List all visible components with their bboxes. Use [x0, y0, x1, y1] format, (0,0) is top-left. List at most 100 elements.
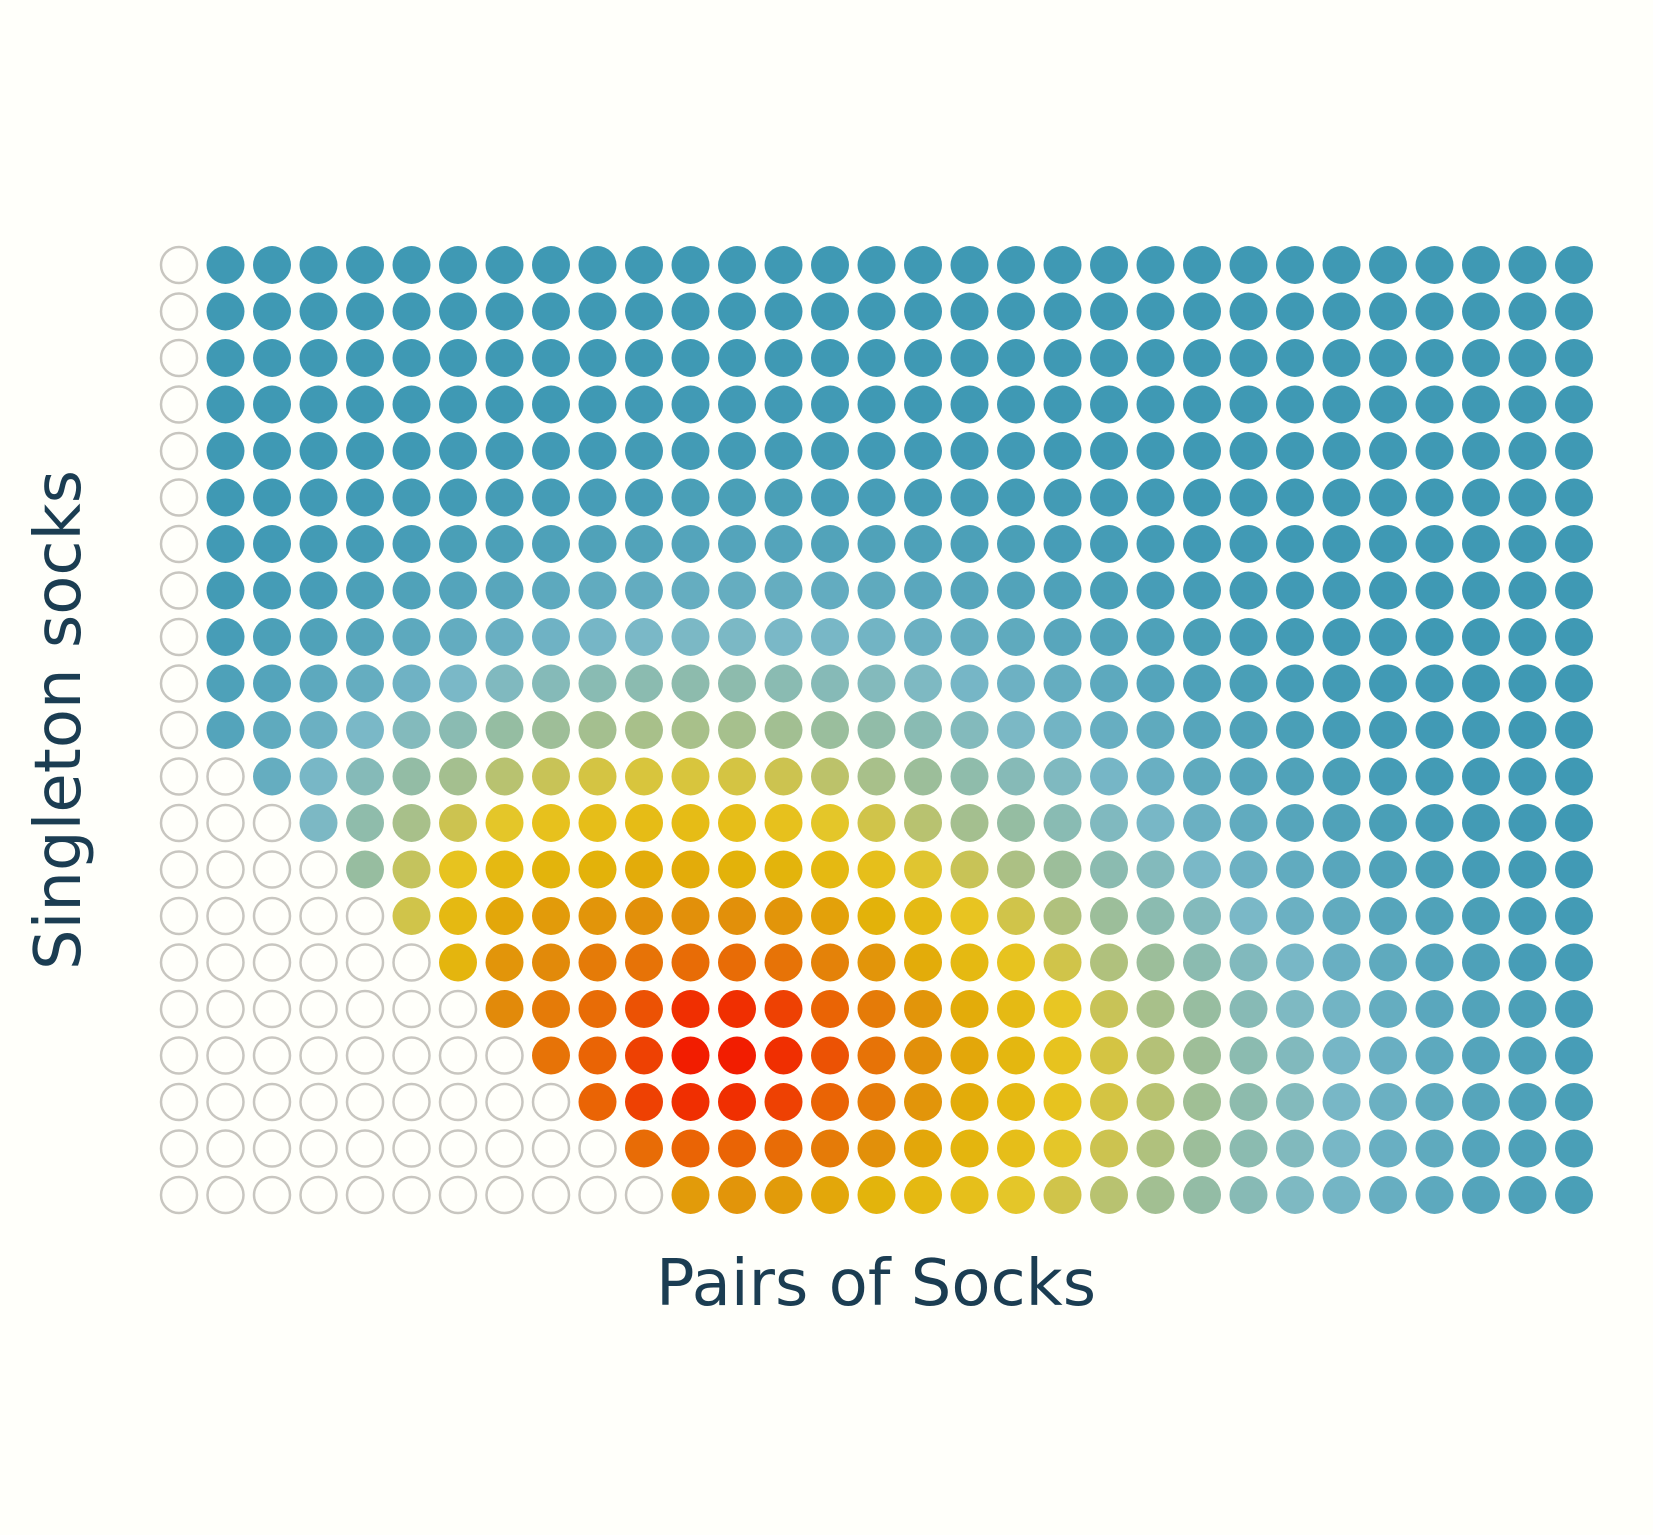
- heatmap-cell: [253, 711, 291, 749]
- heatmap-cell: [346, 246, 384, 284]
- x-axis-label: Pairs of Socks: [656, 1247, 1096, 1321]
- heatmap-cell: [1462, 432, 1500, 470]
- heatmap-cell: [1183, 711, 1221, 749]
- empty-cell: [206, 1036, 245, 1075]
- dot-grid: [159, 245, 1593, 1215]
- heatmap-cell: [1508, 990, 1547, 1028]
- heatmap-cell: [1462, 571, 1500, 610]
- heatmap-cell: [1043, 339, 1082, 377]
- heatmap-cell: [1369, 1176, 1407, 1214]
- empty-cell: [159, 757, 199, 796]
- heatmap-cell: [392, 246, 431, 284]
- empty-cell: [485, 1036, 524, 1075]
- heatmap-cell: [1136, 292, 1175, 331]
- heatmap-cell: [811, 385, 849, 424]
- heatmap-cell: [997, 292, 1035, 331]
- heatmap-cell: [578, 1083, 617, 1121]
- heatmap-cell: [1415, 292, 1454, 331]
- empty-cell: [624, 1175, 664, 1215]
- heatmap-cell: [1508, 1083, 1547, 1121]
- heatmap-cell: [1183, 432, 1221, 470]
- heatmap-cell: [1229, 897, 1268, 935]
- heatmap-cell: [904, 757, 942, 796]
- heatmap-cell: [1276, 664, 1314, 703]
- heatmap-cell: [1183, 618, 1221, 656]
- empty-cell: [438, 1175, 478, 1215]
- heatmap-cell: [299, 292, 338, 331]
- empty-cell: [206, 757, 245, 796]
- heatmap-cell: [485, 990, 524, 1028]
- heatmap-cell: [578, 246, 617, 284]
- heatmap-cell: [625, 1083, 663, 1121]
- empty-cell: [578, 1129, 617, 1168]
- heatmap-cell: [950, 339, 989, 377]
- heatmap-cell: [857, 571, 896, 610]
- heatmap-cell: [857, 1083, 896, 1121]
- heatmap-cell: [1555, 525, 1593, 563]
- heatmap-cell: [532, 990, 570, 1028]
- heatmap-cell: [671, 292, 710, 331]
- heatmap-cell: [253, 525, 291, 563]
- heatmap-cell: [1090, 711, 1128, 749]
- heatmap-cell: [857, 1129, 896, 1168]
- heatmap-cell: [485, 339, 524, 377]
- heatmap-cell: [625, 246, 663, 284]
- heatmap-cell: [1462, 711, 1500, 749]
- heatmap-cell: [625, 292, 663, 331]
- heatmap-cell: [439, 850, 477, 889]
- heatmap-cell: [625, 478, 663, 517]
- heatmap-cell: [811, 478, 849, 517]
- heatmap-cell: [206, 664, 245, 703]
- heatmap-cell: [950, 943, 989, 982]
- heatmap-cell: [299, 711, 338, 749]
- heatmap-cell: [1508, 943, 1547, 982]
- heatmap-cell: [1229, 757, 1268, 796]
- empty-cell: [206, 1082, 245, 1122]
- heatmap-cell: [346, 478, 384, 517]
- heatmap-cell: [1508, 711, 1547, 749]
- heatmap-cell: [950, 1083, 989, 1121]
- heatmap-cell: [1462, 339, 1500, 377]
- heatmap-cell: [997, 339, 1035, 377]
- empty-cell: [159, 943, 199, 982]
- heatmap-cell: [997, 990, 1035, 1028]
- empty-cell: [159, 431, 199, 471]
- heatmap-cell: [811, 525, 849, 563]
- heatmap-cell: [904, 897, 942, 935]
- empty-cell: [392, 1082, 431, 1122]
- heatmap-cell: [718, 897, 756, 935]
- heatmap-cell: [1043, 850, 1082, 889]
- heatmap-cell: [439, 478, 477, 517]
- heatmap-cell: [764, 990, 803, 1028]
- heatmap-cell: [392, 757, 431, 796]
- heatmap-cell: [1415, 385, 1454, 424]
- heatmap-cell: [532, 525, 570, 563]
- heatmap-cell: [578, 478, 617, 517]
- heatmap-cell: [206, 246, 245, 284]
- heatmap-cell: [1136, 385, 1175, 424]
- heatmap-cell: [1415, 897, 1454, 935]
- heatmap-cell: [1369, 990, 1407, 1028]
- heatmap-cell: [1090, 1036, 1128, 1075]
- heatmap-cell: [206, 618, 245, 656]
- heatmap-cell: [1369, 1036, 1407, 1075]
- heatmap-cell: [485, 246, 524, 284]
- y-axis-label: Singleton socks: [22, 470, 96, 970]
- heatmap-cell: [1276, 525, 1314, 563]
- heatmap-cell: [1276, 711, 1314, 749]
- heatmap-cell: [671, 339, 710, 377]
- heatmap-cell: [857, 804, 896, 842]
- heatmap-cell: [392, 478, 431, 517]
- heatmap-cell: [253, 385, 291, 424]
- heatmap-cell: [1229, 246, 1268, 284]
- heatmap-cell: [857, 432, 896, 470]
- heatmap-cell: [1369, 711, 1407, 749]
- heatmap-cell: [950, 618, 989, 656]
- heatmap-cell: [392, 339, 431, 377]
- heatmap-cell: [1183, 525, 1221, 563]
- heatmap-cell: [439, 757, 477, 796]
- heatmap-cell: [904, 850, 942, 889]
- heatmap-cell: [1183, 385, 1221, 424]
- heatmap-cell: [1090, 804, 1128, 842]
- heatmap-cell: [764, 664, 803, 703]
